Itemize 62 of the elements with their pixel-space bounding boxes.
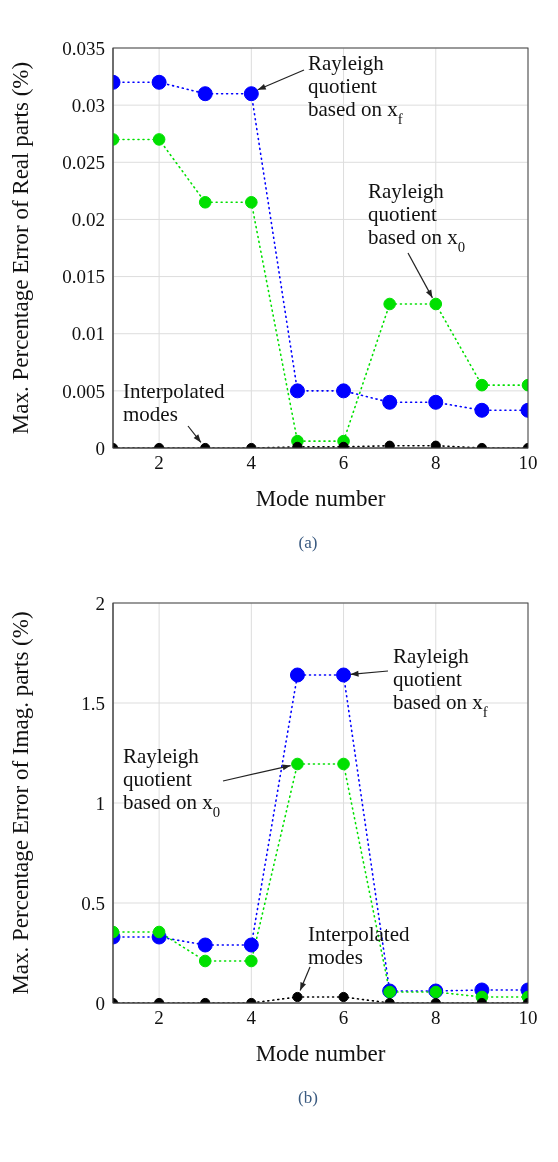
y-tick-label: 0.01 [71, 323, 105, 345]
y-tick-label: 0.035 [62, 37, 105, 59]
point [197, 86, 213, 102]
point [475, 378, 489, 392]
point [243, 86, 259, 102]
y-axis-title: Max. Percentage Error of Imag. parts (%) [8, 611, 34, 995]
y-axis-title: Max. Percentage Error of Real parts (%) [8, 61, 34, 435]
y-tick-label: 0.02 [71, 209, 105, 231]
point [198, 195, 212, 209]
annotation: Rayleigh quotient based on x$_{f}$ [308, 51, 403, 127]
point [430, 440, 441, 448]
point [429, 297, 443, 311]
x-tick-label: 2 [154, 1007, 164, 1029]
y-tick-label: 0 [95, 992, 105, 1014]
annotation: Interpolated modes [308, 922, 410, 969]
point [382, 394, 398, 410]
y-tick-label: 0.03 [71, 94, 105, 116]
text: (b) [298, 1088, 318, 1107]
x-tick-label: 2 [154, 452, 164, 474]
x-tick-label: 4 [246, 1007, 257, 1029]
y-tick-label: 0.025 [62, 152, 105, 174]
annotation: Rayleigh quotient based on x$_{f}$ [393, 644, 488, 720]
x-tick-label: 10 [518, 452, 538, 474]
point [152, 925, 166, 939]
point [198, 954, 212, 968]
point [289, 667, 305, 683]
annotation: Interpolated modes [123, 379, 225, 426]
point [289, 383, 305, 399]
y-tick-label: 0.015 [62, 266, 105, 288]
point [338, 991, 349, 1003]
annotation: Rayleigh quotient based on x$_{0}$ [368, 179, 466, 255]
x-tick-label: 4 [246, 452, 257, 474]
y-tick-label: 0.5 [81, 892, 105, 914]
point [152, 133, 166, 146]
point [245, 954, 258, 968]
point [384, 440, 395, 448]
y-tick-label: 1 [95, 792, 105, 814]
point [245, 195, 258, 209]
y-tick-label: 0 [95, 437, 105, 459]
point [243, 937, 259, 953]
annotation: Rayleigh quotient based on x$_{0}$ [123, 744, 221, 820]
point [197, 937, 213, 953]
x-axis-title: Mode number [255, 1041, 386, 1066]
point [151, 74, 167, 90]
x-tick-label: 10 [518, 1007, 538, 1029]
point [337, 757, 350, 771]
text: (a) [298, 533, 318, 552]
point [474, 402, 490, 418]
x-tick-label: 8 [431, 452, 441, 474]
point [292, 991, 303, 1003]
point [336, 667, 352, 683]
x-tick-label: 6 [338, 1007, 349, 1029]
point [383, 297, 396, 311]
y-tick-label: 0.005 [62, 380, 105, 402]
x-tick-label: 8 [431, 1007, 441, 1029]
x-axis-title: Mode number [255, 486, 386, 511]
point [428, 394, 444, 410]
y-tick-label: 2 [95, 592, 105, 614]
x-tick-label: 6 [338, 452, 349, 474]
y-tick-label: 1.5 [81, 692, 105, 714]
point [336, 383, 352, 399]
point [291, 757, 304, 771]
